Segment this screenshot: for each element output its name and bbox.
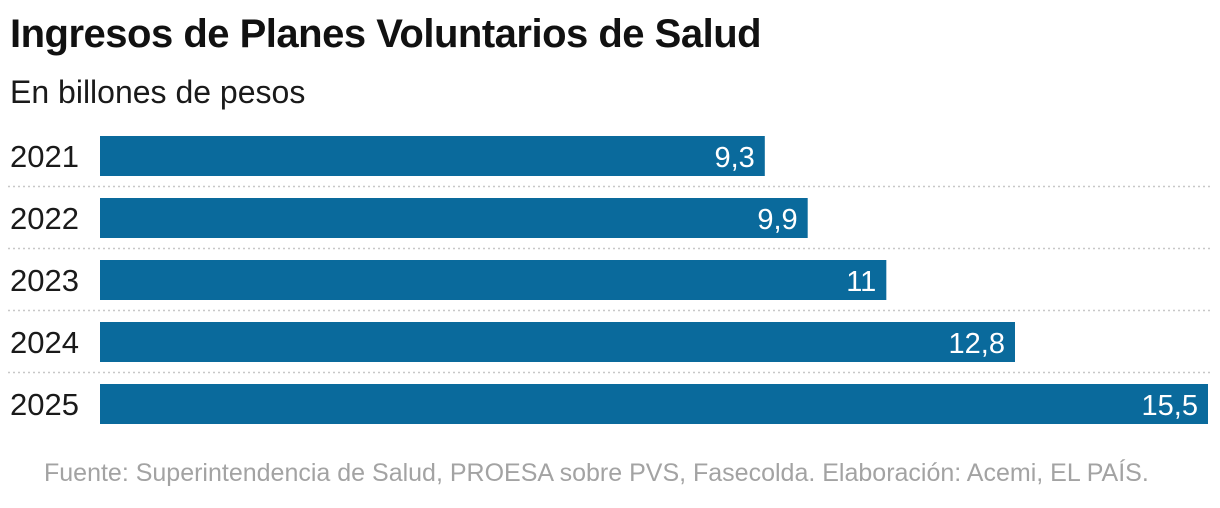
- category-label-2023: 2023: [10, 263, 79, 298]
- chart-title: Ingresos de Planes Voluntarios de Salud: [10, 12, 762, 56]
- category-label-2025: 2025: [10, 387, 79, 422]
- value-label-2024: 12,8: [949, 328, 1005, 360]
- category-label-2024: 2024: [10, 325, 79, 360]
- value-label-2022: 9,9: [757, 204, 797, 236]
- source-note: Fuente: Superintendencia de Salud, PROES…: [44, 459, 1149, 487]
- bar-2023: [100, 260, 887, 300]
- chart-subtitle: En billones de pesos: [10, 74, 306, 110]
- value-label-2021: 9,3: [714, 142, 754, 174]
- value-label-2025: 15,5: [1142, 390, 1198, 422]
- bar-2024: [100, 322, 1015, 362]
- value-label-2023: 11: [846, 266, 876, 298]
- bar-2025: [100, 384, 1208, 424]
- category-label-2022: 2022: [10, 201, 79, 236]
- category-label-2021: 2021: [10, 139, 79, 174]
- bar-2022: [100, 198, 808, 238]
- bar-2021: [100, 136, 765, 176]
